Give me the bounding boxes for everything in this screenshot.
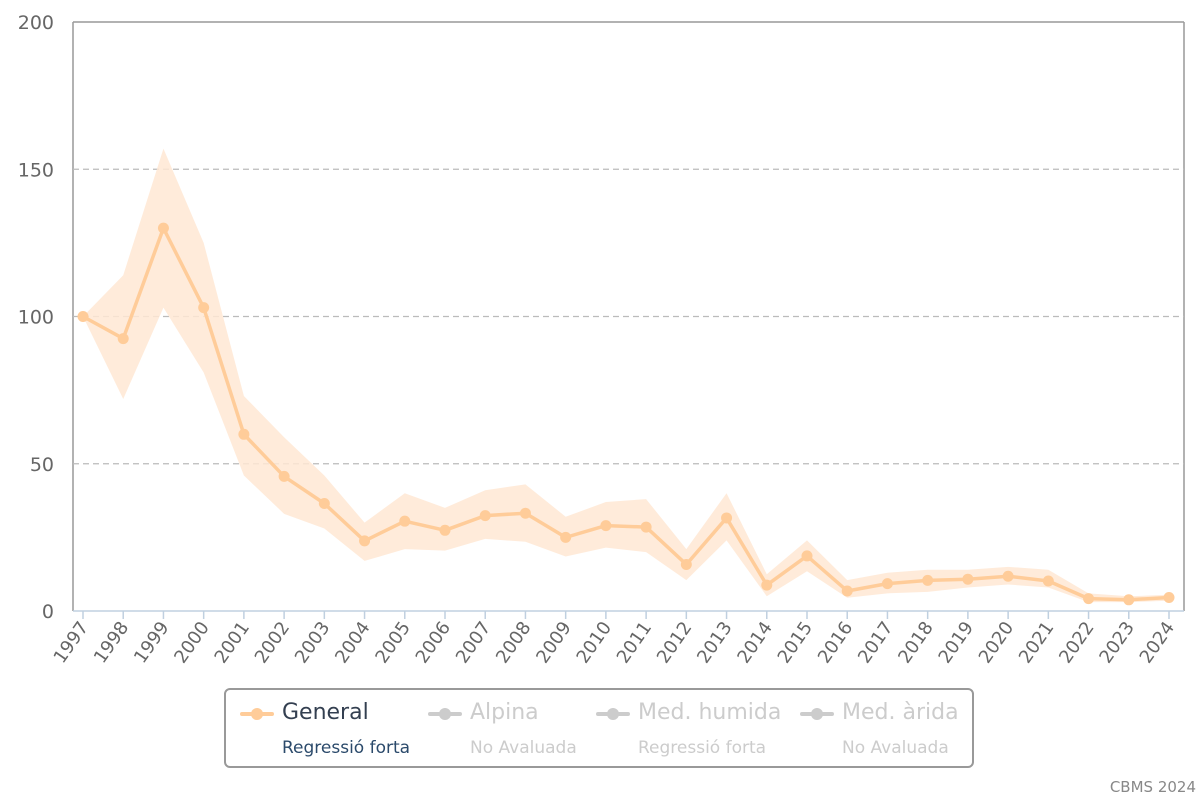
legend-series-name: Alpina	[470, 700, 539, 725]
data-point-2009	[560, 531, 572, 543]
x-tick-label-2018: 2018	[894, 618, 937, 668]
data-point-2010	[600, 520, 612, 532]
legend-series-status: No Avaluada	[842, 738, 949, 758]
x-tick-label-1997: 1997	[50, 618, 93, 668]
confidence-band-0	[83, 148, 1169, 603]
data-point-2024	[1163, 591, 1175, 603]
data-point-2017	[881, 578, 893, 590]
y-tick-label-200: 200	[18, 12, 54, 34]
x-tick-label-2008: 2008	[492, 618, 535, 668]
data-point-2008	[519, 507, 531, 519]
x-tick-label-2013: 2013	[693, 618, 736, 668]
data-point-2003	[318, 498, 330, 510]
x-tick-label-2000: 2000	[170, 618, 213, 668]
data-point-2012	[680, 558, 692, 570]
data-point-1998	[117, 333, 129, 345]
data-point-2015	[801, 550, 813, 562]
legend-series-status: Regressió forta	[638, 738, 767, 758]
x-tick-label-2011: 2011	[613, 618, 656, 668]
legend-series-name: Med. àrida	[842, 700, 959, 725]
data-point-2016	[841, 585, 853, 597]
x-tick-label-2005: 2005	[371, 618, 414, 668]
x-tick-label-1999: 1999	[130, 618, 173, 668]
x-tick-label-2001: 2001	[211, 618, 254, 668]
data-point-2004	[359, 535, 371, 547]
x-tick-label-2019: 2019	[935, 618, 978, 668]
x-tick-label-2022: 2022	[1055, 618, 1098, 668]
data-point-2023	[1123, 594, 1135, 606]
credit-text: CBMS 2024	[1109, 778, 1196, 796]
y-tick-label-0: 0	[42, 601, 54, 623]
series-line-0	[82, 226, 1170, 602]
data-point-2020	[1002, 570, 1014, 582]
x-tick-label-2002: 2002	[251, 618, 294, 668]
data-point-2011	[640, 521, 652, 533]
data-point-1997	[77, 311, 89, 322]
x-tick-label-2003: 2003	[291, 618, 334, 668]
data-point-2019	[962, 573, 974, 585]
legend-marker-icon	[439, 708, 451, 720]
legend-series-status: Regressió forta	[282, 738, 411, 758]
y-axis-ticks: 0 50 100 150 200	[18, 12, 54, 623]
data-point-2005	[399, 515, 411, 527]
y-tick-label-150: 150	[18, 159, 54, 181]
x-tick-label-2020: 2020	[975, 618, 1018, 668]
legend: General Regressió forta Alpina No Avalua…	[224, 688, 974, 768]
x-tick-label-2014: 2014	[733, 618, 776, 668]
data-point-2022	[1083, 593, 1095, 605]
legend-series-status: No Avaluada	[470, 738, 577, 758]
data-point-2013	[721, 512, 733, 524]
x-tick-label-2015: 2015	[774, 618, 817, 668]
legend-series-name: Med. humida	[638, 700, 782, 725]
series-layer	[77, 148, 1175, 606]
legend-marker-icon	[811, 708, 823, 720]
x-tick-label-2023: 2023	[1095, 618, 1138, 668]
x-tick-label-1998: 1998	[90, 618, 133, 668]
data-point-2001	[238, 428, 250, 440]
x-tick-label-2016: 2016	[814, 618, 857, 668]
x-tick-label-2006: 2006	[412, 618, 455, 668]
legend-marker-icon	[607, 708, 619, 720]
x-tick-label-2010: 2010	[573, 618, 616, 668]
x-tick-label-2017: 2017	[854, 618, 897, 668]
y-tick-label-50: 50	[30, 454, 54, 476]
x-tick-label-2004: 2004	[331, 618, 374, 668]
x-tick-label-2012: 2012	[653, 618, 696, 668]
x-tick-label-2024: 2024	[1136, 618, 1179, 668]
legend-series-name: General	[282, 700, 369, 725]
y-tick-label-100: 100	[18, 307, 54, 329]
x-tick-label-2009: 2009	[532, 618, 575, 668]
data-point-2000	[198, 302, 210, 314]
data-point-1999	[157, 222, 169, 234]
data-point-2021	[1042, 575, 1054, 587]
data-point-2007	[479, 510, 491, 522]
data-point-2014	[761, 579, 773, 591]
data-point-2002	[278, 470, 290, 482]
x-axis: 1997199819992000200120022003200420052006…	[50, 610, 1184, 668]
data-point-2006	[439, 524, 451, 536]
data-point-2018	[922, 574, 934, 586]
x-tick-label-2021: 2021	[1015, 618, 1058, 668]
legend-marker-icon	[251, 708, 263, 720]
x-tick-label-2007: 2007	[452, 618, 495, 668]
